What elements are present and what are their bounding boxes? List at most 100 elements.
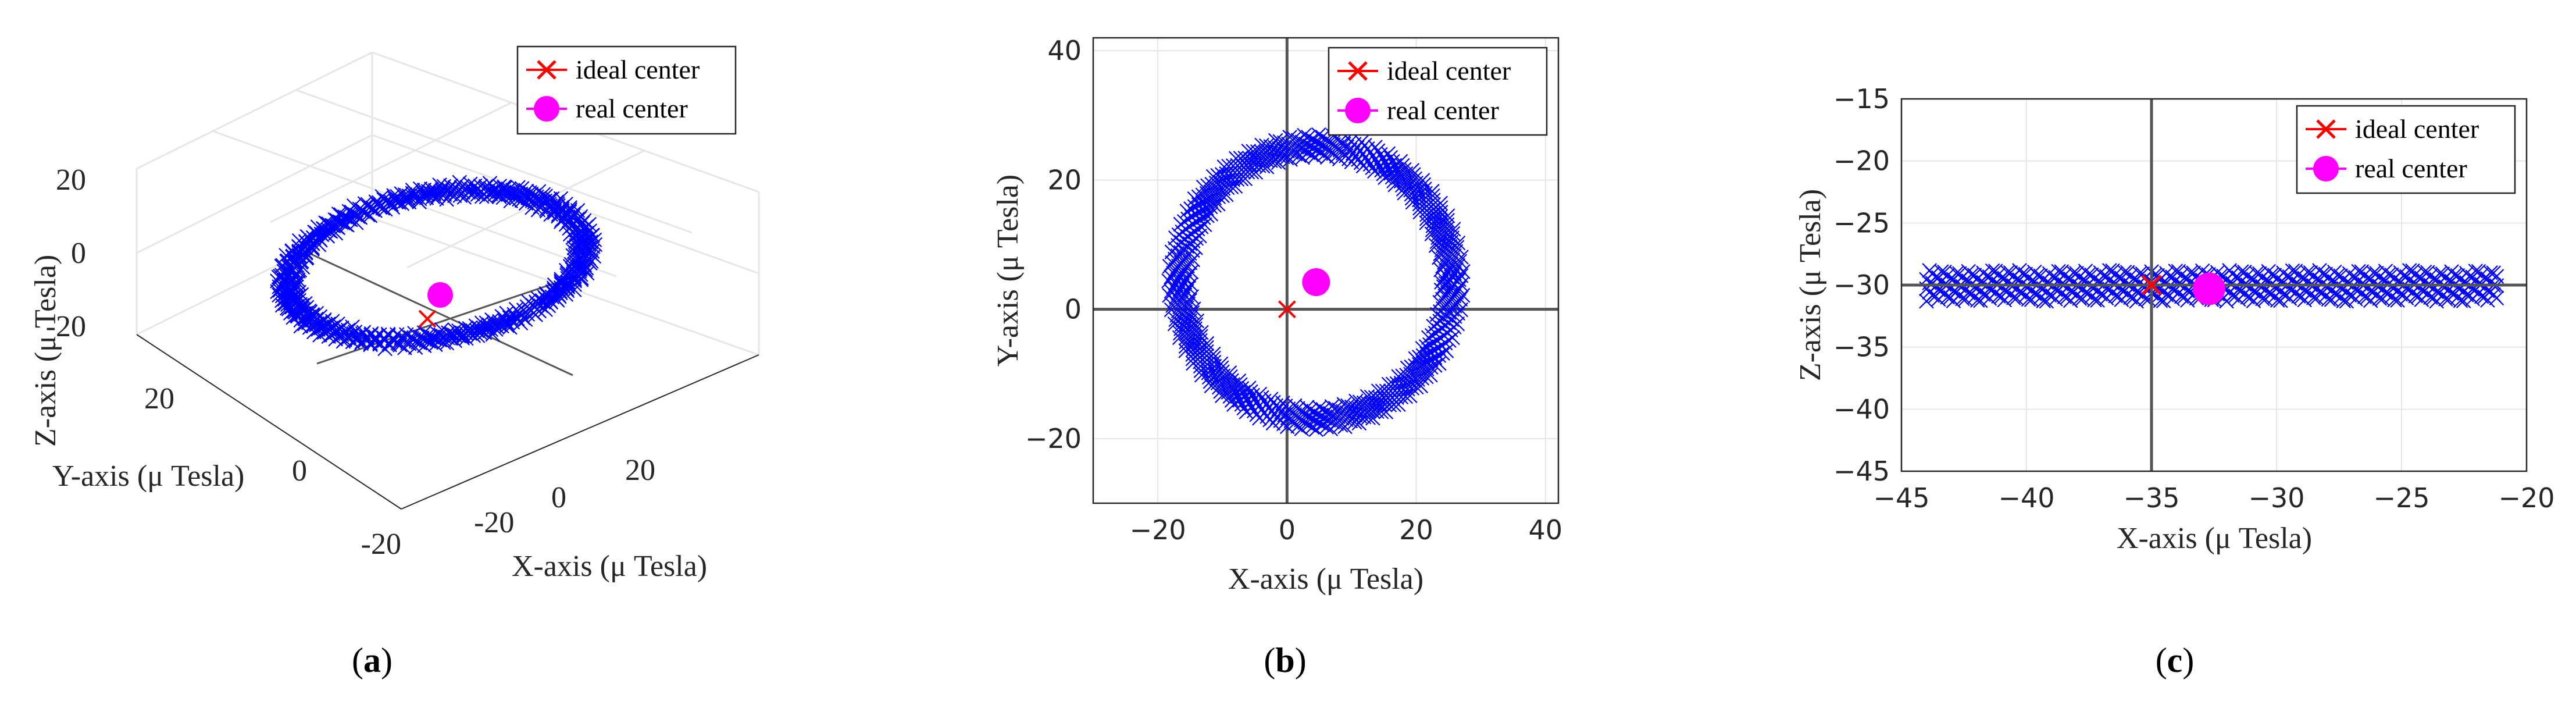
b-ideal-center-marker xyxy=(1278,300,1296,319)
a-y-tick: 20 xyxy=(144,382,174,415)
c-legend-label: real center xyxy=(2355,154,2467,183)
b-ring-marker xyxy=(1197,217,1212,233)
b-ring-marker xyxy=(1280,143,1295,159)
b-ring-marker xyxy=(1231,373,1247,389)
c-tick-labels: −45 −40 −35 −30 −25 −20 −15 −20 −25 −30 −35 −40 −45 xyxy=(1833,83,2555,514)
c-x-tick-label: −20 xyxy=(2498,482,2554,514)
b-y-tick-label: −20 xyxy=(1025,423,1082,454)
b-ring-marker xyxy=(1343,413,1358,429)
b-x-tick-label: 40 xyxy=(1529,514,1563,546)
b-ring-marker xyxy=(1444,230,1460,245)
b-ring-marker xyxy=(1385,169,1400,185)
b-ring-marker xyxy=(1295,150,1310,165)
panel-c: −45 −40 −35 −30 −25 −20 −15 −20 −25 −30 −35 −40−45 … xyxy=(1794,83,2555,679)
b-ring-marker xyxy=(1440,208,1455,223)
b-ring-marker xyxy=(1267,140,1283,155)
b-ring-marker xyxy=(1396,182,1411,197)
b-ring-marker xyxy=(1438,276,1454,291)
c-y-tick-label: −25 xyxy=(1833,207,1890,239)
b-centers xyxy=(1278,268,1330,319)
b-y-tick-label: 40 xyxy=(1047,35,1082,66)
c-ideal-center-marker xyxy=(2141,275,2162,296)
b-ring-marker xyxy=(1173,321,1189,336)
b-ring-marker xyxy=(1224,373,1239,389)
a-ring-marker xyxy=(284,244,299,259)
c-x-tick-label: −30 xyxy=(2248,482,2304,514)
c-x-tick-label: −25 xyxy=(2373,482,2429,514)
b-ring-marker xyxy=(1272,134,1288,150)
a-x-axis-label: X-axis (μ Tesla) xyxy=(512,550,707,583)
b-tick-labels: −20 0 20 40 −20 0 20 40 xyxy=(1025,35,1562,546)
a-z-tick: 0 xyxy=(71,237,86,270)
b-ring-marker xyxy=(1348,407,1363,423)
b-legend-label: ideal center xyxy=(1387,56,1511,86)
b-y-tick-label: 20 xyxy=(1047,164,1082,195)
a-ring-marker xyxy=(584,227,600,243)
c-y-tick-label: −45 xyxy=(1833,456,1890,487)
b-ring-marker xyxy=(1252,386,1268,402)
a-centers xyxy=(418,282,453,328)
b-ring-marker xyxy=(1367,163,1382,179)
c-legend-label: ideal center xyxy=(2355,114,2479,144)
caption-a: (a) xyxy=(352,641,393,679)
b-ring-marker xyxy=(1184,305,1200,321)
b-ring-marker xyxy=(1258,138,1274,154)
b-ring-marker xyxy=(1408,351,1423,366)
b-ring-marker xyxy=(1304,147,1319,162)
a-ring-marker xyxy=(270,273,285,289)
a-center-lines xyxy=(302,249,588,376)
a-ring-marker xyxy=(533,199,548,215)
b-real-center-marker xyxy=(1302,268,1330,296)
c-y-axis-label: Z-axis (μ Tesla) xyxy=(1794,189,1827,381)
c-y-tick-label: −30 xyxy=(1833,269,1890,301)
c-y-tick-label: −35 xyxy=(1833,332,1890,363)
a-x-tick: 20 xyxy=(625,454,655,487)
b-x-tick-label: 0 xyxy=(1279,514,1296,546)
a-x-tick: 0 xyxy=(551,481,566,514)
a-ring-marker xyxy=(514,181,530,196)
b-legend-ideal-marker xyxy=(1348,61,1368,81)
b-ring-marker xyxy=(1268,133,1283,148)
a-ring-marker xyxy=(416,186,431,201)
b-ring-marker xyxy=(1365,411,1380,426)
b-ring-marker xyxy=(1440,212,1455,228)
a-y-tick: -20 xyxy=(361,528,401,561)
b-ring-marker xyxy=(1433,262,1448,277)
b-x-tick-label: −20 xyxy=(1130,514,1186,546)
a-ring-marker xyxy=(443,186,458,202)
b-ring-marker xyxy=(1347,414,1362,430)
panel-a: 20 0 -20 20 0 -20 -20 0 20 Z-axis (μ Tes… xyxy=(29,45,760,679)
a-ring-marker xyxy=(368,333,383,349)
a-ring-marker xyxy=(285,249,300,265)
c-legend: ideal center real center xyxy=(2296,105,2516,194)
a-ring-marker xyxy=(479,315,494,330)
b-ring-marker xyxy=(1243,384,1258,400)
b-ring-marker xyxy=(1176,308,1192,324)
a-ring-marker xyxy=(398,193,413,209)
b-ring-marker xyxy=(1374,162,1389,178)
b-ring-marker xyxy=(1371,383,1386,398)
b-ring-marker xyxy=(1175,312,1191,328)
b-ring-marker xyxy=(1343,406,1359,422)
b-axes-box xyxy=(1092,37,1560,504)
b-ring-marker xyxy=(1174,316,1190,332)
a-ring-marker xyxy=(567,282,582,297)
c-legend-ideal-marker xyxy=(2316,119,2336,139)
b-ring-marker xyxy=(1365,160,1380,176)
c-legend-real-marker xyxy=(2313,156,2339,182)
panel-b: −20 0 20 40 −20 0 20 40 X-axis (μ Tesla) Y-axis… xyxy=(991,35,1562,679)
b-ring-marker xyxy=(1211,189,1226,204)
b-ring-marker xyxy=(1167,316,1183,332)
b-ring-marker xyxy=(1450,235,1466,251)
caption-b: (b) xyxy=(1264,641,1306,679)
a-axes-edges xyxy=(136,334,759,510)
b-x-tick-label: 20 xyxy=(1399,514,1433,546)
b-ring-marker xyxy=(1376,166,1391,182)
b-ring-marker xyxy=(1441,243,1457,258)
b-ring-marker xyxy=(1246,144,1261,159)
b-ring-marker xyxy=(1443,234,1459,250)
b-ring-marker xyxy=(1386,173,1401,188)
b-ring-marker xyxy=(1435,258,1450,274)
a-ideal-center-marker xyxy=(418,309,437,328)
b-ring-marker xyxy=(1291,148,1307,163)
